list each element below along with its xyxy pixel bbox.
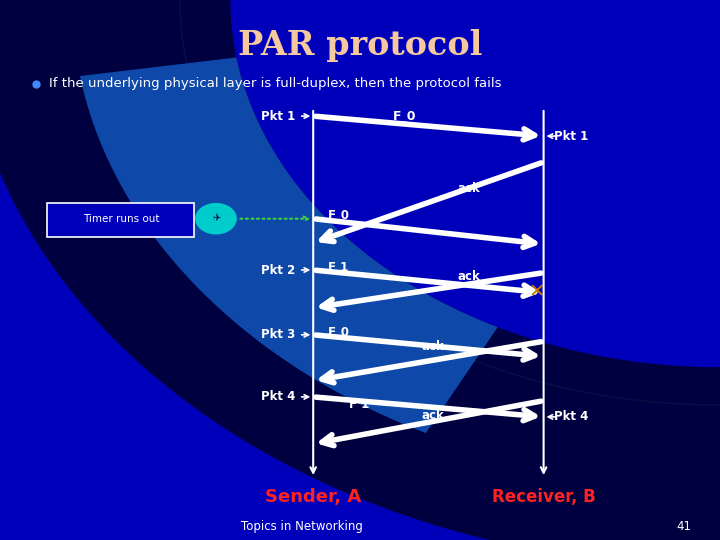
Text: ack: ack xyxy=(421,409,444,422)
Text: Pkt 1: Pkt 1 xyxy=(554,130,589,143)
Text: F_0: F_0 xyxy=(392,110,416,123)
Polygon shape xyxy=(80,57,498,433)
Text: ✕: ✕ xyxy=(528,282,544,301)
Text: F_0: F_0 xyxy=(328,210,350,222)
Text: F_0: F_0 xyxy=(328,326,350,339)
Text: ack: ack xyxy=(457,183,480,195)
Text: Sender, A: Sender, A xyxy=(265,488,361,506)
Text: F 1: F 1 xyxy=(349,399,369,411)
Text: Timer runs out: Timer runs out xyxy=(83,214,159,224)
Text: Topics in Networking: Topics in Networking xyxy=(241,520,364,533)
Text: Pkt 4: Pkt 4 xyxy=(261,390,295,403)
Text: If the underlying physical layer is full-duplex, then the protocol fails: If the underlying physical layer is full… xyxy=(49,77,501,90)
Text: Pkt 3: Pkt 3 xyxy=(261,328,295,341)
Text: ack: ack xyxy=(457,270,480,283)
Text: Pkt 4: Pkt 4 xyxy=(554,410,589,423)
Text: PAR protocol: PAR protocol xyxy=(238,29,482,63)
Text: F 1: F 1 xyxy=(328,261,348,274)
Text: Pkt 2: Pkt 2 xyxy=(261,264,295,276)
Text: ack: ack xyxy=(421,340,444,353)
Text: 41: 41 xyxy=(676,520,691,533)
Text: Pkt 1: Pkt 1 xyxy=(261,110,295,123)
FancyBboxPatch shape xyxy=(47,203,194,237)
Text: Receiver, B: Receiver, B xyxy=(492,488,595,506)
Text: ✈: ✈ xyxy=(212,214,220,224)
Circle shape xyxy=(196,204,236,234)
